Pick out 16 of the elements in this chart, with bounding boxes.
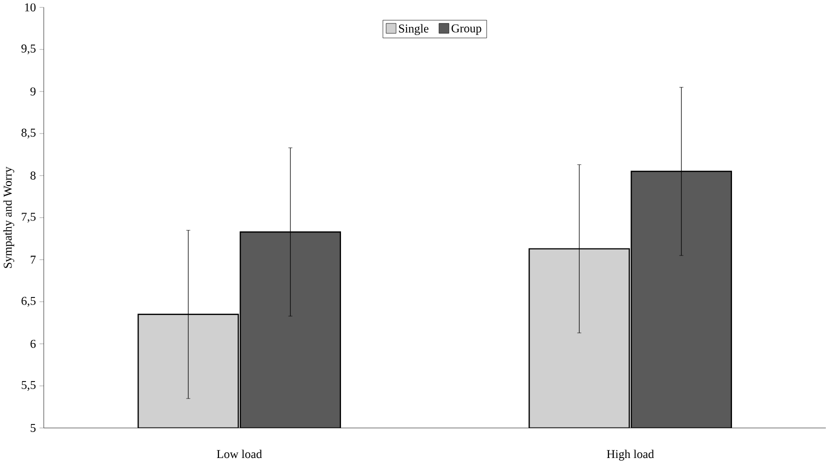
y-tick-label: 9 bbox=[30, 87, 36, 96]
x-tick-label: Low load bbox=[216, 450, 262, 458]
legend-label: Group bbox=[452, 24, 482, 35]
y-axis-title: Sympathy and Worry bbox=[3, 166, 14, 268]
y-tick-label: 5,5 bbox=[22, 381, 36, 391]
y-tick-label: 6,5 bbox=[22, 296, 36, 307]
x-tick-label: High load bbox=[606, 450, 654, 461]
y-tick-label: 9,5 bbox=[21, 44, 36, 54]
y-tick-label: 10 bbox=[25, 3, 36, 12]
legend-label: Single bbox=[399, 24, 428, 36]
y-tick-label: 8,5 bbox=[22, 128, 36, 138]
y-tick-label: 6 bbox=[30, 340, 36, 348]
y-tick-label: 8 bbox=[30, 172, 36, 180]
y-tick-label: 7,5 bbox=[22, 212, 36, 223]
y-tick-label: 7 bbox=[30, 256, 36, 264]
y-tick-label: 5 bbox=[30, 424, 36, 432]
